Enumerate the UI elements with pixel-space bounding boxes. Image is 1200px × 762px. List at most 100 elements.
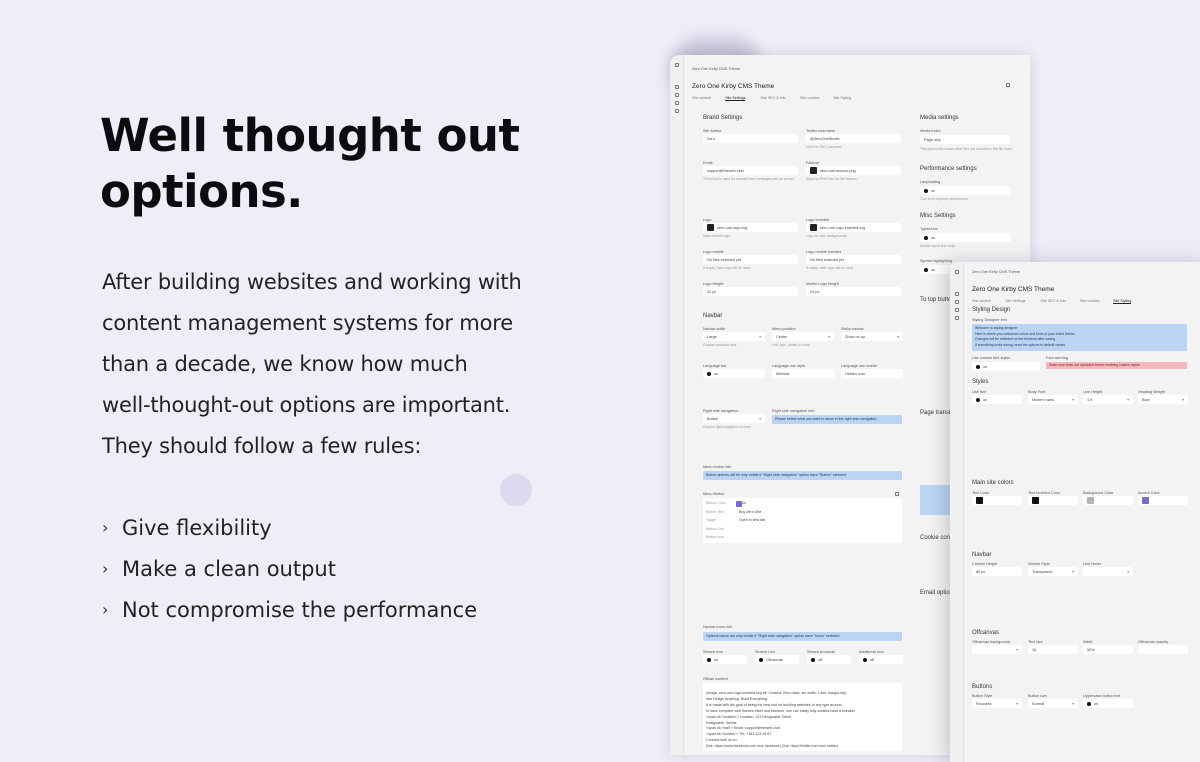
home-icon[interactable] — [955, 292, 959, 296]
field-input[interactable]: on — [703, 369, 765, 378]
field-input[interactable]: Button ▾ — [703, 414, 765, 423]
chevron-down-icon: ▾ — [1072, 702, 1074, 706]
field-input[interactable]: Show on up ▾ — [841, 332, 903, 341]
field-input[interactable] — [1028, 496, 1078, 505]
offcanvas-content-textarea[interactable]: (image: zero-one-logo-inverted.svg alt: … — [703, 683, 902, 751]
field-input[interactable]: @ZeroOneStudio — [806, 134, 901, 143]
menu-icon[interactable] — [675, 63, 679, 67]
tab-site-content[interactable]: Site content — [692, 96, 711, 100]
tab-site-styling[interactable]: Site Styling — [833, 96, 852, 100]
field-input[interactable]: 1.5 ▾ — [1083, 395, 1133, 404]
field-label: Accent Color — [1138, 491, 1160, 495]
users-icon[interactable] — [675, 101, 679, 105]
field-label: Search Live — [755, 650, 776, 654]
field-input[interactable]: No files selected yet — [703, 255, 798, 264]
hero-heading: Well thought out options. — [100, 108, 520, 220]
color-swatch[interactable] — [1032, 497, 1039, 504]
menu-icon[interactable] — [955, 270, 959, 274]
field-input[interactable]: 80 px — [972, 567, 1022, 576]
tab-site-cookies[interactable]: Site cookies — [800, 96, 820, 100]
section-heading: Brand Settings — [703, 115, 743, 121]
toggle-icon — [976, 397, 980, 402]
custom-font-toggle[interactable]: on — [972, 362, 1040, 371]
field-input[interactable]: Minimal — [772, 369, 834, 378]
panel-sidebar — [950, 262, 964, 762]
field-input[interactable]: off — [859, 655, 903, 664]
field-input[interactable]: 16 — [1028, 645, 1078, 654]
breadcrumb[interactable]: Zero One Kirby CMS Theme — [972, 270, 1021, 274]
textarea-line: It is made with the goal of being the be… — [706, 702, 843, 707]
field-value: Button — [707, 416, 718, 421]
tab-site-seo-info[interactable]: Site SEO & Info — [760, 96, 786, 100]
field-input[interactable]: Transparent ▾ — [1028, 567, 1078, 576]
field-input[interactable]: ▾ — [1083, 567, 1133, 576]
field-label: Navbar icons info — [703, 625, 733, 629]
color-swatch[interactable] — [1087, 497, 1094, 504]
field-input[interactable]: Bold ▾ — [1138, 395, 1188, 404]
field-input[interactable]: Large ▾ — [703, 332, 765, 341]
field-input[interactable] — [1138, 645, 1188, 654]
home-icon[interactable] — [675, 85, 679, 89]
structure-value[interactable]: Open in new tab — [739, 518, 766, 522]
color-swatch[interactable] — [1142, 497, 1149, 504]
field-input[interactable]: zero-one-logo-inverted.svg — [806, 223, 901, 232]
field-input[interactable]: support@theweb.club — [703, 166, 798, 175]
settings-icon[interactable] — [675, 109, 679, 113]
structure-value[interactable]: Buy Zero One — [739, 509, 762, 514]
field-value: Bold — [1142, 397, 1150, 402]
chevron-down-icon: ▾ — [897, 335, 899, 339]
field-input[interactable]: on — [972, 395, 1022, 404]
tab-site-content[interactable]: Site content — [972, 299, 991, 303]
users-icon[interactable] — [955, 308, 959, 312]
field-value: 24 px — [810, 289, 820, 294]
field-label: Styling Designer info — [972, 318, 1007, 322]
field-help: If empty, main logo will be used — [703, 266, 751, 270]
field-input[interactable]: on — [703, 655, 747, 664]
settings-icon[interactable] — [955, 316, 959, 320]
field-input[interactable]: Normal ▾ — [1028, 699, 1078, 708]
field-input[interactable]: off — [807, 655, 851, 664]
lazyload-toggle[interactable]: on — [920, 186, 1010, 195]
field-input[interactable]: No files selected yet — [806, 255, 901, 264]
field-input[interactable]: ▾ — [972, 645, 1022, 654]
color-swatch[interactable] — [976, 497, 983, 504]
media-index-input[interactable]: Page only — [920, 135, 1010, 144]
field-label: Custom Height — [972, 562, 998, 566]
field-label: Twitter username — [806, 129, 836, 133]
field-value: Normal — [1032, 701, 1045, 706]
tab-site-styling[interactable]: Site Styling — [1113, 299, 1132, 304]
field-input[interactable]: 32 px — [703, 287, 798, 296]
field-input[interactable]: Center ▾ — [772, 332, 834, 341]
breadcrumb[interactable]: Zero One Kirby CMS Theme — [692, 67, 741, 71]
tab-site-cookies[interactable]: Site cookies — [1080, 299, 1100, 303]
field-input[interactable]: on — [1083, 699, 1133, 708]
field-input[interactable]: Offcanvas — [755, 655, 799, 664]
field-input[interactable]: Modern sans ▾ — [1028, 395, 1078, 404]
field-input[interactable]: 50% — [1083, 645, 1133, 654]
field-input[interactable] — [1138, 496, 1188, 505]
field-value: Minimal — [776, 371, 790, 376]
field-input[interactable]: zero-one-favicon.png — [806, 166, 901, 175]
settings-icon[interactable] — [895, 492, 899, 496]
field-help: Used for SEO purposes — [806, 145, 842, 149]
field-input[interactable]: Rounded ▾ — [972, 699, 1022, 708]
field-label: Text Color — [972, 491, 990, 495]
field-input[interactable] — [972, 496, 1022, 505]
edit-icon[interactable] — [1006, 83, 1010, 87]
field-input[interactable]: Zero — [703, 134, 798, 143]
tab-site-settings[interactable]: Site Settings — [725, 96, 746, 101]
field-input[interactable] — [1083, 496, 1133, 505]
pages-icon[interactable] — [955, 300, 959, 304]
typed-text-toggle[interactable]: on — [920, 233, 1010, 242]
tab-site-settings[interactable]: Site Settings — [1005, 299, 1026, 303]
field-input[interactable]: Hidden icon — [841, 369, 903, 378]
chevron-down-icon: ▾ — [1016, 702, 1018, 706]
rule-text: Not compromise the performance — [122, 597, 478, 622]
textarea-line: <span id="mail"> Email: support@theweb.c… — [706, 726, 780, 731]
field-input[interactable]: 24 px — [806, 287, 901, 296]
tab-site-seo-info[interactable]: Site SEO & Info — [1040, 299, 1066, 303]
field-input[interactable]: zero-one-logo.svg — [703, 223, 798, 232]
pages-icon[interactable] — [675, 93, 679, 97]
field-label: Language bar — [703, 364, 727, 368]
structure-value[interactable]: Blue — [739, 501, 747, 505]
